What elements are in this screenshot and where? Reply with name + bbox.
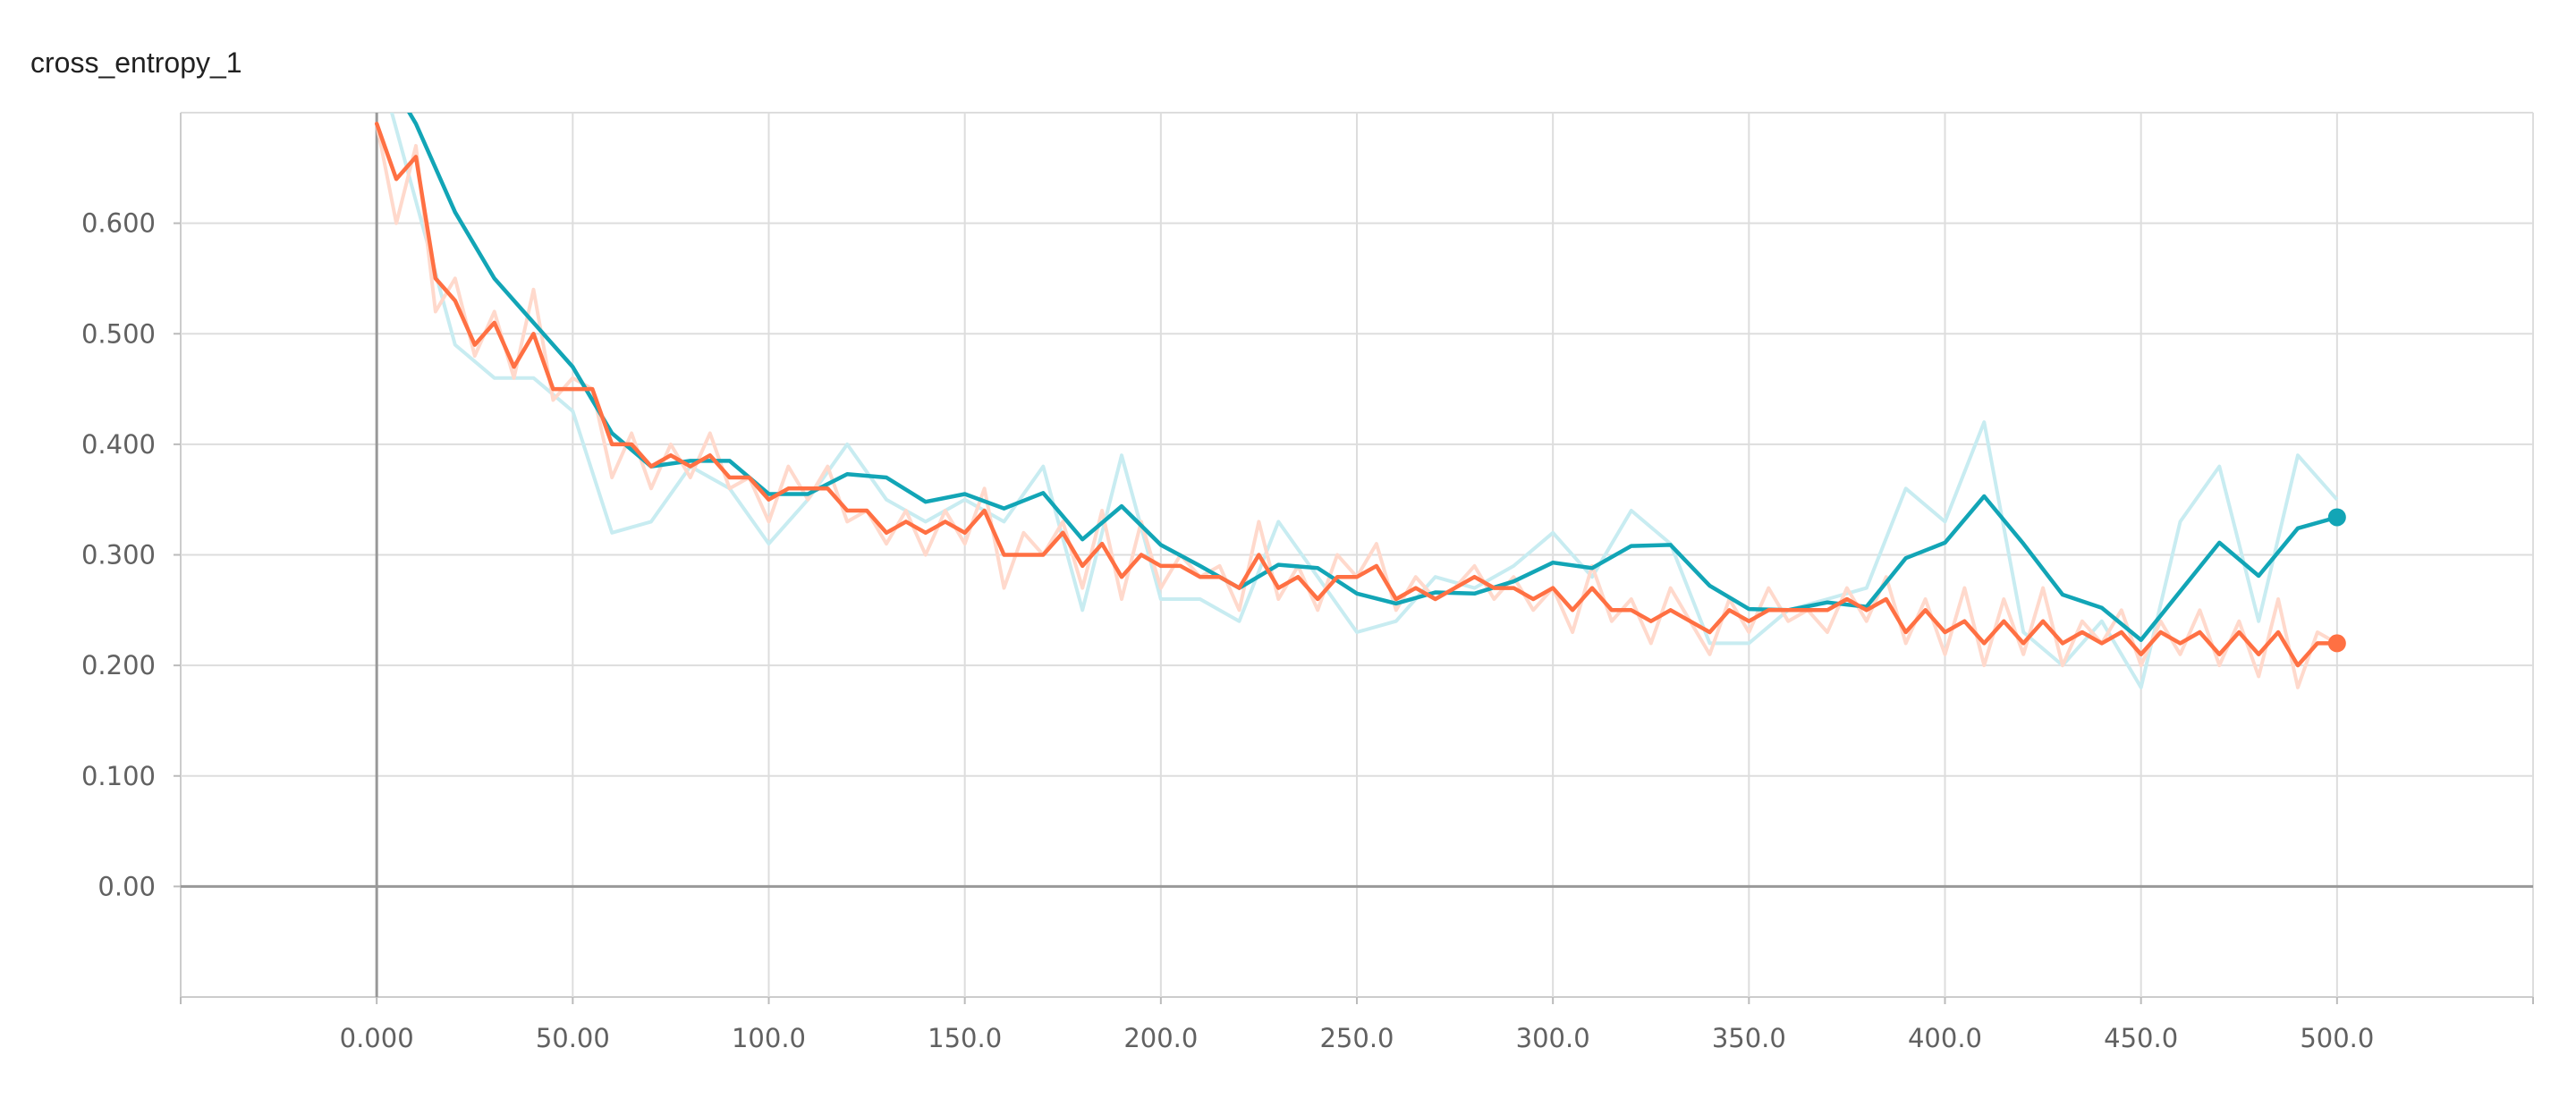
y-tick-label: 0.400 — [81, 429, 156, 460]
axis-layer — [181, 113, 2533, 997]
tick-label-layer: 0.000 50.00 100.0 150.0 200.0 250.0 300.0 350.0… — [81, 208, 2374, 1053]
x-tick-label: 150.0 — [928, 1023, 1002, 1053]
y-tick-label: 0.00 — [97, 871, 156, 901]
grid-layer — [174, 112, 2534, 1004]
chart-title: cross_entropy_1 — [30, 46, 242, 79]
y-tick-label: 0.100 — [81, 761, 156, 791]
series-end-point-1 — [2327, 508, 2346, 527]
x-tick-label: 500.0 — [2300, 1023, 2374, 1053]
x-tick-label: 250.0 — [1319, 1023, 1394, 1053]
series-end-point-2 — [2327, 634, 2346, 653]
y-tick-label: 0.300 — [81, 540, 156, 570]
x-tick-label: 100.0 — [732, 1023, 806, 1053]
y-tick-label: 0.200 — [81, 650, 156, 680]
x-tick-label: 200.0 — [1123, 1023, 1198, 1053]
x-tick-label: 400.0 — [1908, 1023, 1982, 1053]
x-tick-label: 300.0 — [1516, 1023, 1590, 1053]
raw-series-line-1 — [389, 113, 2339, 689]
smoothed-series-line-2 — [374, 122, 2340, 668]
y-tick-label: 0.500 — [81, 318, 156, 349]
x-tick-label: 350.0 — [1712, 1023, 1786, 1053]
y-tick-label: 0.600 — [81, 208, 156, 239]
x-tick-label: 0.000 — [340, 1023, 414, 1053]
x-tick-label: 50.00 — [536, 1023, 610, 1053]
x-tick-label: 450.0 — [2104, 1023, 2178, 1053]
smoothed-series-layer — [374, 113, 2346, 668]
